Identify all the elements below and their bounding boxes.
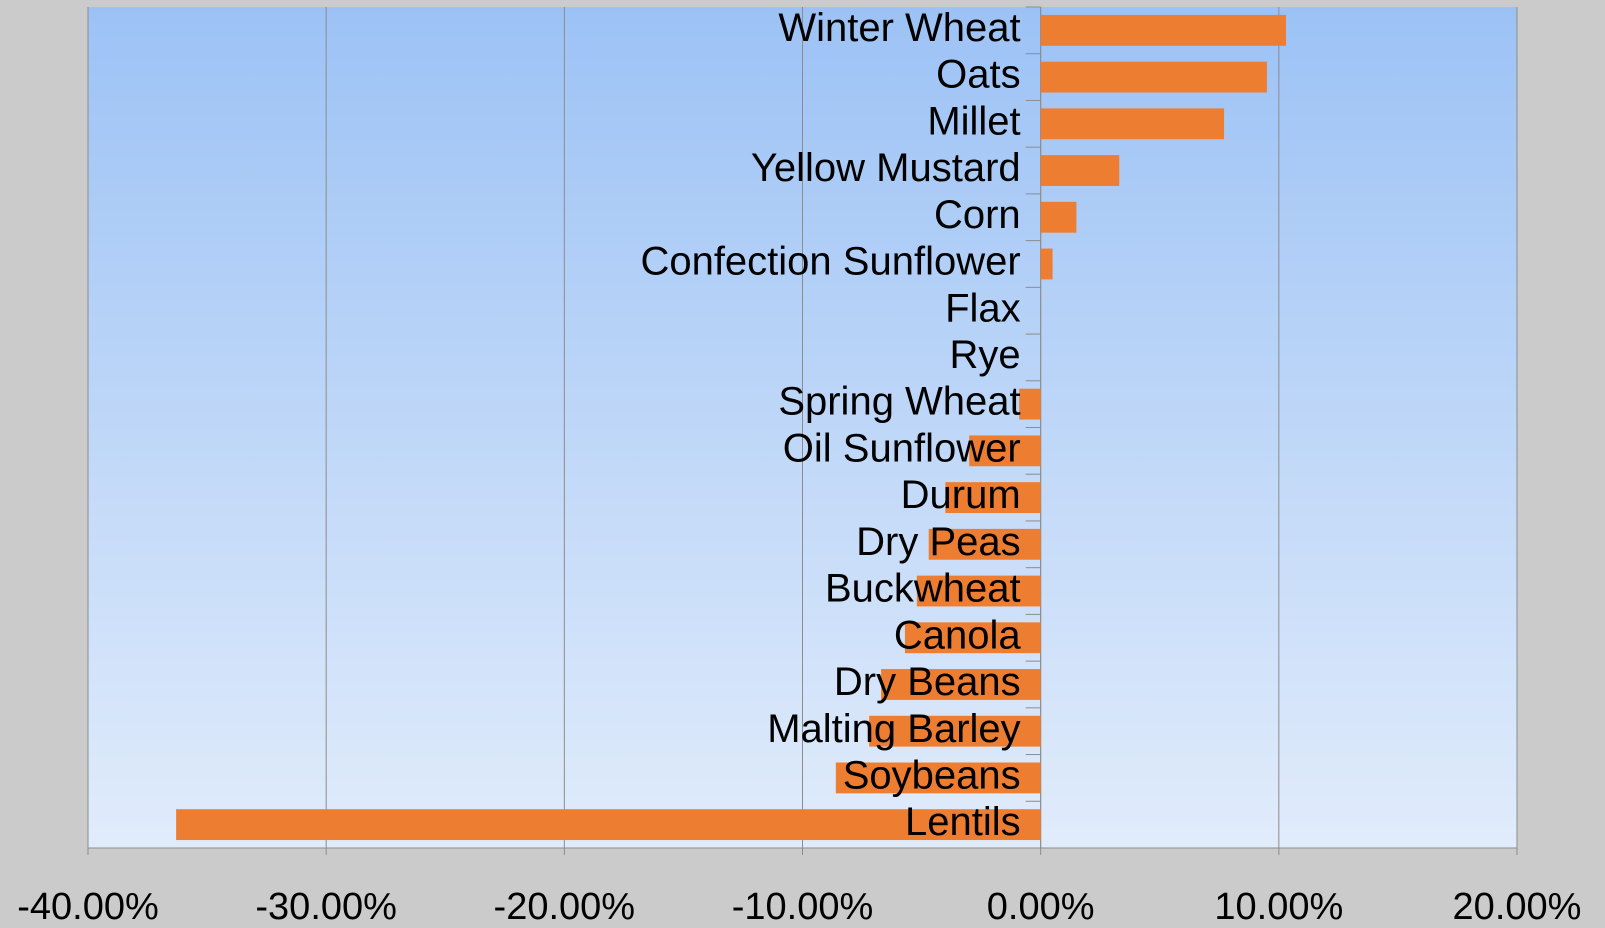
bar [1040, 248, 1053, 280]
x-tick-label: -10.00% [732, 886, 874, 928]
bar [176, 809, 1041, 841]
y-tick-label: Buckwheat [825, 567, 1021, 611]
y-tick-label: Corn [934, 193, 1021, 237]
bar [1040, 201, 1077, 233]
x-tick-label: 20.00% [1453, 886, 1582, 928]
x-tick-label: 0.00% [987, 886, 1095, 928]
y-tick-label: Dry Beans [834, 660, 1021, 704]
x-tick-label: -30.00% [255, 886, 397, 928]
y-tick-label: Dry Peas [856, 520, 1021, 564]
bar [881, 669, 1041, 700]
y-tick-label: Canola [894, 613, 1022, 657]
bar [1040, 14, 1286, 46]
bar [945, 482, 1041, 514]
y-tick-label: Rye [950, 333, 1021, 377]
bar [904, 622, 1041, 654]
y-tick-label: Millet [927, 99, 1020, 143]
y-tick-label: Flax [945, 286, 1021, 330]
x-tick-label: -40.00% [17, 886, 159, 928]
y-tick-label: Lentils [905, 800, 1021, 844]
bar [1019, 388, 1041, 420]
bar [869, 715, 1041, 747]
y-tick-label: Yellow Mustard [751, 146, 1021, 190]
bar [916, 575, 1041, 607]
bar [928, 528, 1041, 560]
bar [1040, 108, 1225, 140]
x-tick-label: 10.00% [1214, 886, 1343, 928]
bar [835, 762, 1041, 794]
y-tick-label: Durum [901, 473, 1021, 517]
y-tick-label: Malting Barley [767, 707, 1020, 751]
y-tick-label: Oats [936, 53, 1020, 97]
y-tick-label: Oil Sunflower [783, 426, 1021, 470]
bar [1040, 61, 1267, 93]
y-tick-label: Spring Wheat [778, 380, 1020, 424]
bar [969, 435, 1041, 467]
y-tick-label: Winter Wheat [778, 6, 1020, 50]
y-tick-label: Soybeans [843, 753, 1021, 797]
y-tick-label: Confection Sunflower [640, 240, 1020, 284]
bar [1040, 155, 1120, 186]
x-tick-label: -20.00% [494, 886, 636, 928]
